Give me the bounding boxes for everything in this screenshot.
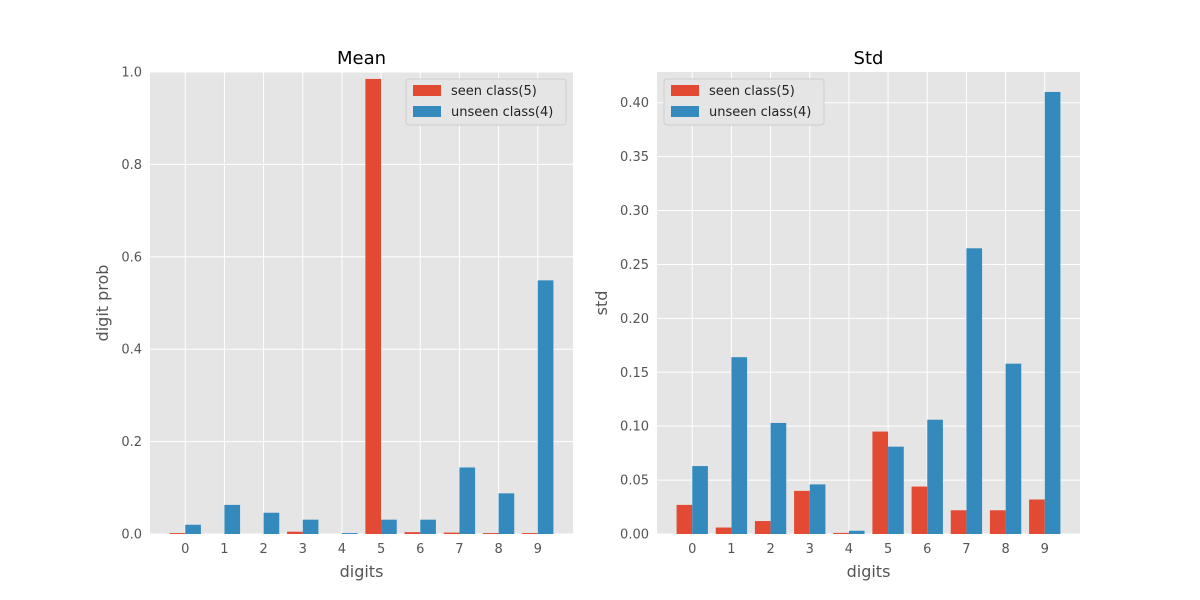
std-bar-seen-1 (715, 527, 732, 534)
std-xtick-label: 9 (1041, 542, 1049, 557)
std-ytick-label: 0.35 (620, 150, 649, 165)
std-bar-unseen-6 (927, 419, 943, 534)
std-bar-unseen-3 (809, 484, 826, 534)
std-xtick-label: 1 (727, 542, 735, 557)
std-xtick-label: 7 (962, 542, 970, 557)
mean-title: Mean (337, 48, 386, 69)
mean-ytick-label: 0.2 (121, 435, 142, 450)
mean-ticks: 0.0 0.2 0.4 0.6 0.8 1.0 0 1 2 3 4 5 6 7 8 9 (121, 66, 542, 558)
std-xtick-label: 5 (884, 542, 892, 557)
std-legend-swatch-seen (671, 85, 699, 96)
std-legend-swatch-unseen (671, 106, 699, 117)
mean-xtick-label: 3 (299, 542, 307, 557)
std-legend-box (663, 78, 825, 126)
std-xtick-label: 3 (806, 542, 814, 557)
mean-bar-unseen-1 (224, 504, 241, 534)
std-bar-seen-7 (950, 510, 967, 534)
std-bar-unseen-5 (888, 446, 904, 534)
mean-bar-unseen-2 (263, 512, 280, 534)
mean-xtick-label: 6 (416, 542, 424, 557)
mean-legend-box (405, 78, 567, 126)
std-title: Std (854, 48, 884, 69)
mean-bar-unseen-9 (537, 280, 554, 534)
mean-legend-label-unseen: unseen class(4) (451, 105, 553, 120)
std-bar-unseen-8 (1005, 363, 1022, 534)
std-bar-seen-2 (754, 521, 771, 534)
mean-grid (150, 71, 573, 535)
mean-bar-seen-3 (287, 531, 303, 534)
mean-bar-unseen-4 (341, 533, 358, 534)
mean-xtick-label: 5 (377, 542, 385, 557)
mean-xtick-label: 1 (220, 542, 228, 557)
std-bar-seen-4 (833, 532, 849, 534)
std-bar-unseen-0 (692, 466, 708, 534)
std-bar-seen-6 (911, 486, 928, 534)
mean-xtick-label: 0 (181, 542, 189, 557)
std-ytick-label: 0.05 (620, 474, 649, 489)
std-bar-unseen-7 (966, 248, 983, 534)
std-panel: 0.00 0.05 0.10 0.15 0.20 0.25 0.30 0.35 0.40 0 1 2 3… (592, 48, 1080, 581)
std-xtick-label: 8 (1001, 542, 1009, 557)
std-bar-seen-9 (1029, 499, 1045, 534)
std-ytick-label: 0.40 (620, 96, 649, 111)
std-ytick-label: 0.20 (620, 312, 649, 327)
std-bar-seen-8 (989, 510, 1006, 534)
std-ytick-label: 0.15 (620, 366, 649, 381)
mean-bar-unseen-5 (381, 519, 397, 534)
mean-ytick-label: 1.0 (121, 66, 142, 81)
std-legend-label-unseen: unseen class(4) (709, 105, 811, 120)
std-bar-unseen-9 (1044, 91, 1061, 535)
mean-bar-unseen-8 (498, 493, 515, 534)
std-xtick-label: 6 (923, 542, 931, 557)
std-bar-seen-3 (794, 490, 810, 534)
mean-legend: seen class(5) unseen class(4) (405, 78, 567, 126)
mean-xlabel: digits (340, 562, 384, 581)
std-ticks: 0.00 0.05 0.10 0.15 0.20 0.25 0.30 0.35 0.40 0 1 2 3… (620, 96, 1049, 557)
mean-bar-seen-6 (404, 532, 421, 534)
mean-bar-unseen-0 (185, 524, 201, 534)
std-legend: seen class(5) unseen class(4) (663, 78, 825, 126)
std-xtick-label: 0 (688, 542, 696, 557)
mean-xtick-label: 4 (338, 542, 346, 557)
std-ytick-label: 0.00 (620, 528, 649, 543)
mean-legend-label-seen: seen class(5) (451, 84, 537, 99)
std-xtick-label: 2 (766, 542, 774, 557)
mean-bar-seen-9 (522, 533, 538, 534)
mean-xtick-label: 2 (259, 542, 267, 557)
mean-xtick-label: 8 (494, 542, 502, 557)
std-bar-seen-5 (872, 431, 889, 534)
mean-legend-swatch-seen (413, 85, 441, 96)
mean-bar-seen-8 (482, 533, 499, 534)
std-bars (676, 91, 1061, 535)
mean-ytick-label: 0.8 (121, 158, 142, 173)
mean-ytick-label: 0.4 (121, 343, 142, 358)
std-xtick-label: 4 (845, 542, 853, 557)
mean-legend-swatch-unseen (413, 106, 441, 117)
mean-ylabel: digit prob (93, 265, 112, 342)
mean-bar-seen-7 (443, 532, 460, 534)
mean-xtick-label: 7 (455, 542, 463, 557)
mean-xtick-label: 9 (534, 542, 542, 557)
std-bar-seen-0 (676, 504, 693, 534)
std-ytick-label: 0.30 (620, 204, 649, 219)
std-bar-unseen-4 (848, 530, 865, 534)
mean-bar-unseen-3 (302, 519, 319, 534)
mean-ytick-label: 0.6 (121, 250, 142, 265)
mean-plot-area (150, 72, 573, 534)
std-bar-unseen-2 (770, 422, 787, 534)
std-ylabel: std (592, 291, 611, 316)
std-bar-unseen-1 (731, 357, 748, 534)
mean-bar-unseen-7 (459, 467, 476, 534)
std-legend-label-seen: seen class(5) (709, 84, 795, 99)
std-ytick-label: 0.25 (620, 258, 649, 273)
mean-bar-seen-0 (169, 533, 186, 534)
mean-bar-unseen-6 (420, 519, 436, 534)
mean-bar-seen-5 (365, 78, 382, 535)
mean-ytick-label: 0.0 (121, 528, 142, 543)
mean-panel: 0.0 0.2 0.4 0.6 0.8 1.0 0 1 2 3 4 5 6 7 8 9 Mean digits… (93, 48, 573, 581)
mean-bars (169, 78, 554, 535)
std-xlabel: digits (847, 562, 891, 581)
std-ytick-label: 0.10 (620, 420, 649, 435)
